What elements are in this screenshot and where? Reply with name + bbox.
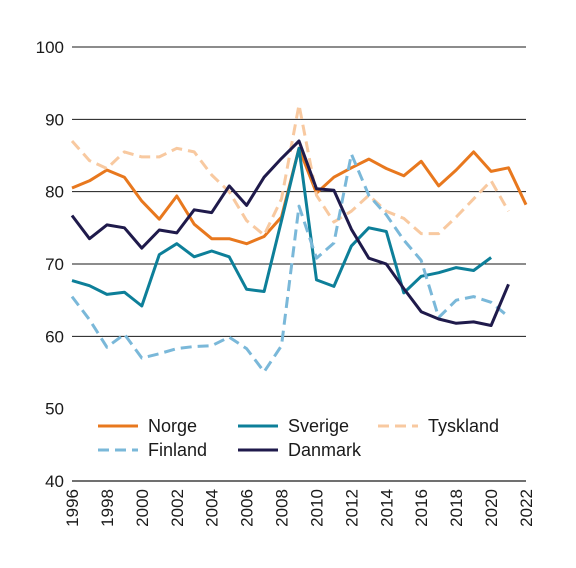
series-line-sverige: [71, 146, 492, 308]
series-line-danmark: [70, 139, 510, 327]
x-tick-label: 2008: [273, 489, 292, 527]
y-tick-label: 90: [45, 110, 64, 129]
x-tick-label: 2018: [447, 489, 466, 527]
series-lines: [70, 103, 528, 374]
x-tick-label: 2002: [168, 489, 187, 527]
y-tick-label: 50: [45, 400, 64, 419]
legend-label-sverige: Sverige: [288, 416, 349, 436]
y-axis-tick-labels: 40 50 60 70 80 90 100: [36, 38, 64, 491]
x-tick-label: 2000: [133, 489, 152, 527]
grid: [72, 46, 526, 482]
x-tick-label: 2006: [238, 489, 257, 527]
x-tick-label: 2020: [482, 489, 501, 527]
legend-label-finland: Finland: [148, 440, 207, 460]
series-line-finland: [70, 152, 510, 374]
x-tick-label: 1996: [63, 489, 82, 527]
x-tick-label: 2012: [342, 489, 361, 527]
y-tick-label: 80: [45, 183, 64, 202]
y-tick-label: 100: [36, 38, 64, 57]
legend-label-norge: Norge: [148, 416, 197, 436]
y-tick-label: 70: [45, 255, 64, 274]
legend-label-danmark: Danmark: [288, 440, 362, 460]
x-tick-label: 2010: [308, 489, 327, 527]
x-tick-label: 2014: [377, 489, 396, 527]
x-axis-tick-labels: 1996 1998 2000 2002 2004 2006 2008 2010 2012 2014…: [63, 489, 536, 527]
legend: Norge Sverige Tyskland Finland Danmark: [70, 408, 528, 464]
x-tick-label: 2016: [412, 489, 431, 527]
legend-label-tyskland: Tyskland: [428, 416, 499, 436]
x-tick-label: 2022: [517, 489, 536, 527]
x-tick-label: 1998: [98, 489, 117, 527]
series-line-norge: [71, 146, 528, 246]
y-tick-label: 40: [45, 472, 64, 491]
y-tick-label: 60: [45, 327, 64, 346]
x-tick-label: 2004: [203, 489, 222, 527]
legend-background: [70, 408, 528, 464]
series-line-tyskland: [70, 103, 510, 237]
